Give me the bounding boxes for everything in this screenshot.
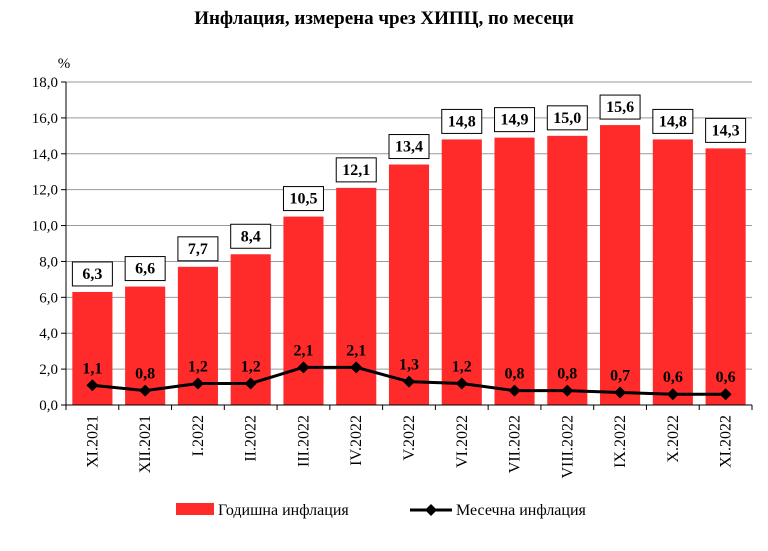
x-tick-label: X.2022 xyxy=(665,415,682,463)
line-value-label: 0,8 xyxy=(557,366,577,383)
data-labels: 6,3 6,6 7,7 8,4 10,5 12,1 13,4 14,8 14,9 15,0 15,6… xyxy=(71,94,747,386)
legend-annual-label: Годишна инфлация xyxy=(218,502,349,519)
line-value-label: 1,1 xyxy=(82,360,102,377)
line-point xyxy=(666,388,679,401)
bar xyxy=(388,164,430,405)
x-tick-label: XII.2021 xyxy=(137,415,154,473)
line-point xyxy=(455,377,468,390)
y-tick-label: 8,0 xyxy=(39,254,58,270)
bar-value-box xyxy=(335,157,377,183)
line-point xyxy=(191,377,204,390)
bar-value-label: 6,6 xyxy=(135,261,155,278)
y-tick-label: 16,0 xyxy=(32,111,58,127)
bar-value-label: 6,3 xyxy=(82,266,102,283)
x-tick-label: I.2022 xyxy=(190,415,207,456)
bar-value-box xyxy=(388,134,430,160)
bar-value-label: 8,4 xyxy=(241,228,261,245)
x-tick-label: XI.2022 xyxy=(718,415,735,468)
legend: Годишна инфлация Месечна инфлация xyxy=(176,502,587,519)
line-point xyxy=(403,375,415,388)
line-point xyxy=(297,361,310,374)
y-tick-label: 2,0 xyxy=(39,362,58,378)
bar-value-label: 7,7 xyxy=(188,241,208,258)
x-tick-label: III.2022 xyxy=(295,415,312,467)
bar-value-label: 10,5 xyxy=(289,191,317,208)
line-point xyxy=(86,379,99,392)
x-tick-label: IV.2022 xyxy=(348,415,365,466)
legend-line-marker xyxy=(425,504,437,516)
y-tick-label: 12,0 xyxy=(32,183,58,199)
bar-value-label: 12,1 xyxy=(342,162,370,179)
bar-value-box xyxy=(230,223,272,249)
x-tick-label: VIII.2022 xyxy=(559,415,576,479)
y-tick-label: 0,0 xyxy=(39,398,58,414)
bar-value-box xyxy=(124,256,166,282)
bar-value-label: 15,6 xyxy=(606,99,634,116)
bar-value-box xyxy=(494,107,536,133)
bar-value-box xyxy=(71,261,113,287)
line-point xyxy=(719,388,732,401)
y-tick-label: 10,0 xyxy=(32,219,58,235)
x-tick-label: IX.2022 xyxy=(612,415,629,468)
line-point xyxy=(350,361,363,374)
bar-value-box xyxy=(441,108,483,134)
bar-value-label: 15,0 xyxy=(553,110,581,127)
x-tick-label: VI.2022 xyxy=(454,415,471,468)
bar xyxy=(441,139,482,405)
x-tick-label: V.2022 xyxy=(401,415,418,461)
chart-title: Инфлация, измерена чрез ХИПЦ, по месеци xyxy=(194,8,574,29)
line-value-label: 0,7 xyxy=(610,367,630,384)
y-tick-label: 14,0 xyxy=(32,147,58,163)
bar xyxy=(283,216,324,405)
line-value-label: 0,6 xyxy=(663,369,683,386)
line-value-label: 2,1 xyxy=(346,342,366,359)
x-tick-label: II.2022 xyxy=(243,415,260,462)
legend-monthly-label: Месечна инфлация xyxy=(456,502,587,519)
y-tick-label: 4,0 xyxy=(39,326,58,342)
bar-value-box xyxy=(282,186,324,212)
y-tick-label: 18,0 xyxy=(32,75,58,91)
line-value-label: 1,2 xyxy=(241,358,261,375)
line-point xyxy=(508,384,521,397)
y-tick-label: 6,0 xyxy=(39,290,58,306)
x-tick-label: XI.2021 xyxy=(84,415,101,468)
bar xyxy=(547,135,588,406)
bar-value-label: 14,8 xyxy=(659,113,687,130)
bar-value-label: 14,9 xyxy=(501,112,529,129)
bar xyxy=(705,148,746,405)
monthly-inflation-line xyxy=(86,361,732,401)
line-value-label: 1,2 xyxy=(188,358,208,375)
bar xyxy=(600,125,641,406)
bar-value-box xyxy=(177,236,219,262)
axes: 0,0 2,0 4,0 6,0 8,0 10,0 12,0 14,0 16,0 18,0% XI.2… xyxy=(32,56,753,479)
line-value-label: 0,6 xyxy=(716,369,736,386)
x-tick-label: VII.2022 xyxy=(507,415,524,473)
line-point xyxy=(139,384,152,397)
legend-bar-swatch xyxy=(176,503,214,515)
line-value-label: 0,8 xyxy=(505,366,525,383)
line-value-label: 1,2 xyxy=(452,358,472,375)
bar-value-label: 14,8 xyxy=(448,113,476,130)
bar-value-box xyxy=(599,94,641,120)
line-point xyxy=(614,386,627,399)
bar-value-box xyxy=(652,108,694,134)
line-point xyxy=(244,377,257,390)
line-value-label: 0,8 xyxy=(135,366,155,383)
bar-value-label: 14,3 xyxy=(712,122,740,139)
bar xyxy=(652,139,693,405)
y-axis-unit: % xyxy=(58,56,71,72)
bar-value-label: 13,4 xyxy=(395,139,423,156)
line-value-label: 1,3 xyxy=(399,357,419,374)
bar-value-box xyxy=(705,117,747,143)
bar-value-box xyxy=(546,105,588,131)
bar xyxy=(494,137,535,405)
line-value-label: 2,1 xyxy=(293,342,313,359)
line-point xyxy=(561,384,574,397)
